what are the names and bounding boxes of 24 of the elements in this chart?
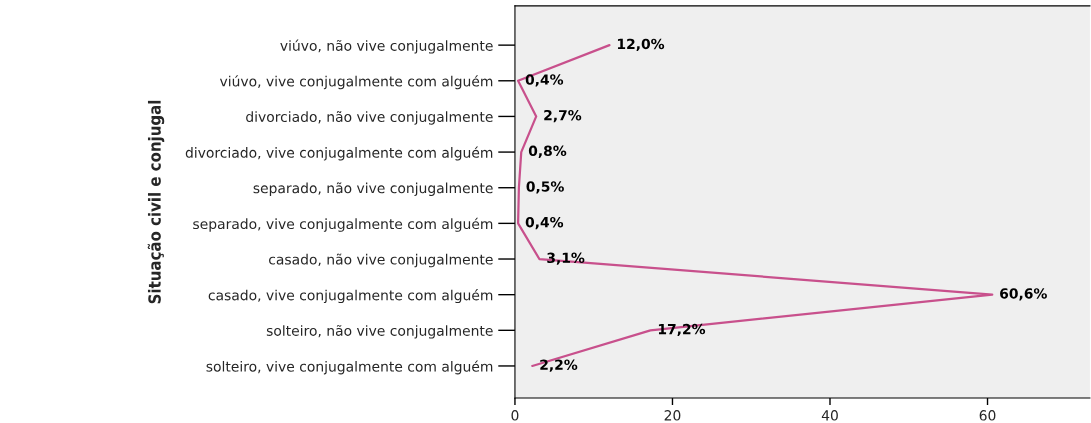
- y-tick-label: divorciado, não vive conjugalmente: [246, 111, 493, 125]
- data-label: 0,5%: [526, 181, 564, 194]
- x-tick-label: 40: [821, 410, 838, 421]
- data-label: 0,4%: [525, 216, 564, 230]
- x-tick-label: 60: [979, 410, 996, 421]
- y-tick-label: solteiro, vive conjugalmente com alguém: [206, 360, 493, 375]
- y-tick-label: separado, não vive conjugalmente: [253, 182, 493, 197]
- y-tick-label: casado, não vive conjugalmente: [269, 253, 493, 268]
- y-tick-label: casado, vive conjugalmente com alguém: [208, 289, 493, 304]
- y-tick-label: viúvo, vive conjugalmente com alguém: [219, 75, 493, 90]
- data-label: 60,6%: [1000, 288, 1047, 301]
- x-tick-label: 0: [511, 410, 519, 421]
- y-tick-label: solteiro, não vive conjugalmente: [266, 324, 493, 339]
- y-tick-label: separado, vive conjugalmente com alguém: [193, 217, 493, 232]
- data-label: 12,0%: [617, 38, 665, 51]
- data-label: 0,4%: [525, 74, 564, 87]
- y-axis-title: Situação civil e conjugal: [147, 100, 165, 304]
- data-label: 2,7%: [544, 109, 582, 123]
- data-label: 17,2%: [658, 323, 706, 337]
- data-label: 2,2%: [540, 359, 578, 372]
- x-tick-label: 20: [664, 410, 681, 421]
- y-tick-label: viúvo, não vive conjugalmente: [280, 39, 493, 54]
- data-label: 0,8%: [528, 145, 567, 158]
- y-tick-label: divorciado, vive conjugalmente com alguém: [185, 146, 493, 161]
